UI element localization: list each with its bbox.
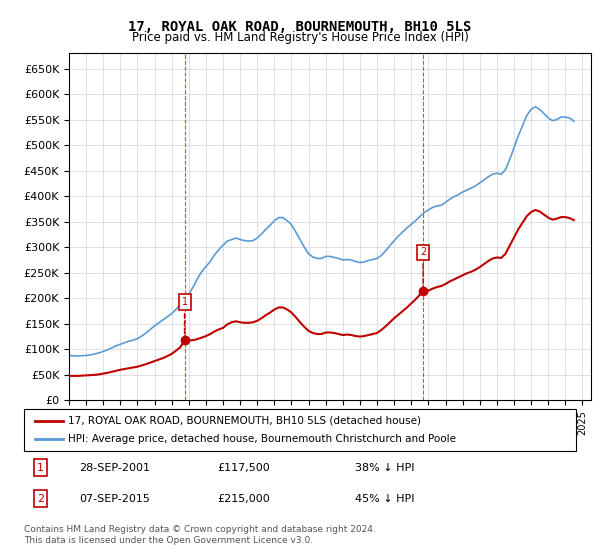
Text: £117,500: £117,500 (217, 463, 270, 473)
Text: Contains HM Land Registry data © Crown copyright and database right 2024.
This d: Contains HM Land Registry data © Crown c… (24, 525, 376, 545)
Text: 1: 1 (181, 297, 188, 338)
Text: 38% ↓ HPI: 38% ↓ HPI (355, 463, 415, 473)
Text: 17, ROYAL OAK ROAD, BOURNEMOUTH, BH10 5LS (detached house): 17, ROYAL OAK ROAD, BOURNEMOUTH, BH10 5L… (68, 416, 421, 426)
Text: 45% ↓ HPI: 45% ↓ HPI (355, 494, 415, 503)
FancyBboxPatch shape (24, 409, 576, 451)
Text: Price paid vs. HM Land Registry's House Price Index (HPI): Price paid vs. HM Land Registry's House … (131, 31, 469, 44)
Text: 07-SEP-2015: 07-SEP-2015 (79, 494, 150, 503)
Text: HPI: Average price, detached house, Bournemouth Christchurch and Poole: HPI: Average price, detached house, Bour… (68, 434, 456, 444)
Text: 2: 2 (37, 494, 44, 503)
Text: 2: 2 (420, 248, 426, 288)
Text: 28-SEP-2001: 28-SEP-2001 (79, 463, 150, 473)
Text: 17, ROYAL OAK ROAD, BOURNEMOUTH, BH10 5LS: 17, ROYAL OAK ROAD, BOURNEMOUTH, BH10 5L… (128, 20, 472, 34)
Text: 1: 1 (37, 463, 44, 473)
Text: £215,000: £215,000 (217, 494, 270, 503)
